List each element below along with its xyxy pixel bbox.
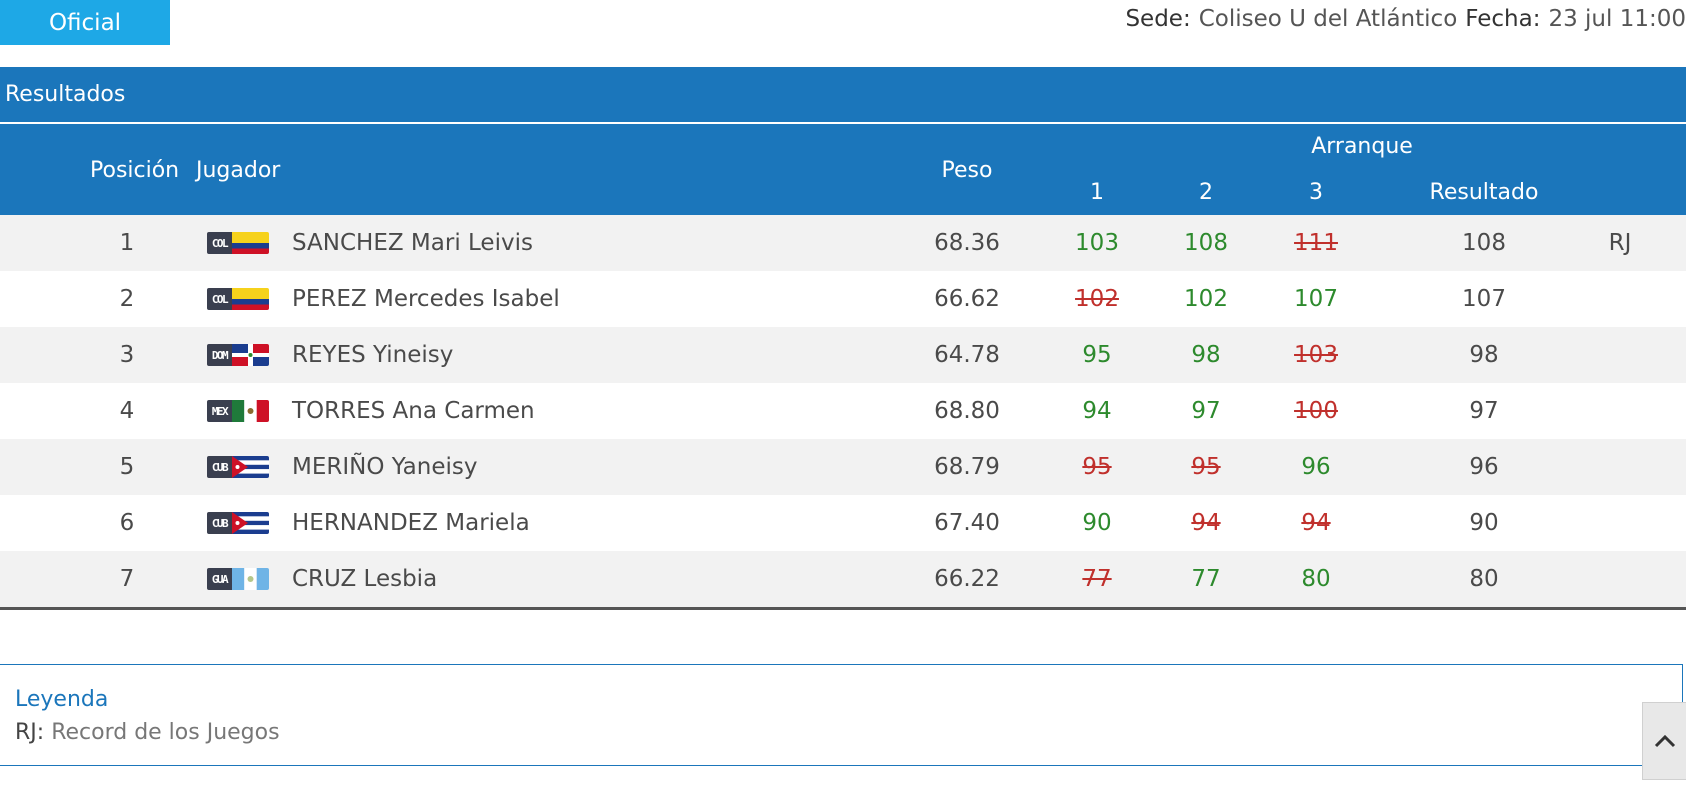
header-attempt-2: 2 <box>1199 180 1213 205</box>
attempt-1-cell: 90 <box>1082 510 1112 536</box>
attempt-3-cell: 80 <box>1301 566 1331 592</box>
guatemala-flag-icon: GUA <box>207 568 269 590</box>
attempt-2-cell: 97 <box>1191 398 1221 424</box>
table-row: 2 COL PEREZ Mercedes Isabel 66.62 102 102 107 1… <box>0 271 1686 327</box>
header-attempt-3: 3 <box>1309 180 1323 205</box>
athlete-name: SANCHEZ Mari Leivis <box>292 230 533 256</box>
attempt-2-cell: 98 <box>1191 342 1221 368</box>
attempt-1-cell: 103 <box>1075 230 1119 256</box>
attempt-1-cell: 95 <box>1082 342 1112 368</box>
mexico-flag-icon: MEX <box>207 400 269 422</box>
header-player: Jugador <box>196 158 281 183</box>
result-cell: 108 <box>1462 230 1506 256</box>
athlete-name: HERNANDEZ Mariela <box>292 510 530 536</box>
table-bottom-border <box>0 607 1686 610</box>
athlete-name: MERIÑO Yaneisy <box>292 454 478 480</box>
attempt-2-cell: 94 <box>1191 510 1221 536</box>
athlete-name: TORRES Ana Carmen <box>292 398 535 424</box>
table-row: 7 GUA CRUZ Lesbia 66.22 77 77 80 80 <box>0 551 1686 607</box>
cuba-flag-icon: CUB <box>207 512 269 534</box>
venue-label: Sede: <box>1125 6 1191 32</box>
position-cell: 2 <box>119 286 135 312</box>
results-title: Resultados <box>0 67 1686 122</box>
attempt-1-cell: 102 <box>1075 286 1119 312</box>
position-cell: 7 <box>119 566 135 592</box>
country-code: COL <box>207 232 232 254</box>
result-cell: 107 <box>1462 286 1506 312</box>
attempt-3-cell: 111 <box>1294 230 1338 256</box>
attempt-2-cell: 77 <box>1191 566 1221 592</box>
attempt-1-cell: 77 <box>1082 566 1112 592</box>
athlete-name: PEREZ Mercedes Isabel <box>292 286 560 312</box>
scroll-top-button[interactable] <box>1642 702 1686 780</box>
weight-cell: 68.36 <box>934 230 1000 256</box>
cuba-flag-icon: CUB <box>207 456 269 478</box>
header-result: Resultado <box>1429 180 1539 205</box>
venue-value: Coliseo U del Atlántico <box>1198 6 1458 32</box>
legend-abbr: RJ: <box>15 720 45 745</box>
attempt-1-cell: 95 <box>1082 454 1112 480</box>
country-code: GUA <box>207 568 232 590</box>
result-cell: 90 <box>1469 510 1499 536</box>
athlete-name: REYES Yineisy <box>292 342 454 368</box>
dominican-republic-flag-icon: DOM <box>207 344 269 366</box>
athlete-name: CRUZ Lesbia <box>292 566 438 592</box>
header-attempt-1: 1 <box>1090 180 1104 205</box>
position-cell: 6 <box>119 510 135 536</box>
country-code: CUB <box>207 512 232 534</box>
table-row: 3 DOM REYES Yineisy 64.78 95 98 103 98 <box>0 327 1686 383</box>
record-badge: RJ <box>1608 230 1632 256</box>
result-cell: 96 <box>1469 454 1499 480</box>
country-code: MEX <box>207 400 232 422</box>
position-cell: 4 <box>119 398 135 424</box>
position-cell: 5 <box>119 454 135 480</box>
attempt-2-cell: 95 <box>1191 454 1221 480</box>
date-value: 23 jul 11:00 <box>1548 6 1686 32</box>
attempt-2-cell: 102 <box>1184 286 1228 312</box>
result-cell: 80 <box>1469 566 1499 592</box>
attempt-3-cell: 94 <box>1301 510 1331 536</box>
attempt-3-cell: 107 <box>1294 286 1338 312</box>
weight-cell: 66.62 <box>934 286 1000 312</box>
attempt-1-cell: 94 <box>1082 398 1112 424</box>
table-row: 4 MEX TORRES Ana Carmen 68.80 94 97 100 97 <box>0 383 1686 439</box>
table-row: 6 CUB HERNANDEZ Mariela 67.40 90 94 94 90 <box>0 495 1686 551</box>
attempt-3-cell: 100 <box>1294 398 1338 424</box>
event-meta: Sede: Coliseo U del Atlántico Fecha: 23 … <box>1125 2 1686 36</box>
position-cell: 3 <box>119 342 135 368</box>
colombia-flag-icon: COL <box>207 232 269 254</box>
attempt-3-cell: 96 <box>1301 454 1331 480</box>
table-header: Posición Jugador Peso Arranque 1 2 3 Res… <box>0 124 1686 215</box>
weight-cell: 67.40 <box>934 510 1000 536</box>
header-group-arranque: Arranque <box>1311 134 1413 159</box>
legend-text: Record de los Juegos <box>51 720 280 745</box>
table-row: 5 CUB MERIÑO Yaneisy 68.79 95 95 96 96 <box>0 439 1686 495</box>
position-cell: 1 <box>119 230 135 256</box>
country-code: DOM <box>207 344 232 366</box>
result-cell: 98 <box>1469 342 1499 368</box>
status-badge: Oficial <box>0 0 170 45</box>
result-cell: 97 <box>1469 398 1499 424</box>
legend-item: RJ: Record de los Juegos <box>15 720 280 745</box>
country-code: CUB <box>207 456 232 478</box>
colombia-flag-icon: COL <box>207 288 269 310</box>
header-weight: Peso <box>941 158 993 183</box>
weight-cell: 66.22 <box>934 566 1000 592</box>
date-label: Fecha: <box>1465 6 1541 32</box>
attempt-3-cell: 103 <box>1294 342 1338 368</box>
header-position: Posición <box>90 158 180 183</box>
weight-cell: 68.79 <box>934 454 1000 480</box>
chevron-up-icon <box>1654 734 1675 748</box>
legend-box: Leyenda RJ: Record de los Juegos <box>0 664 1683 766</box>
country-code: COL <box>207 288 232 310</box>
table-row: 1 COL SANCHEZ Mari Leivis 68.36 103 108 111 108… <box>0 215 1686 271</box>
attempt-2-cell: 108 <box>1184 230 1228 256</box>
weight-cell: 64.78 <box>934 342 1000 368</box>
legend-title: Leyenda <box>15 687 109 712</box>
weight-cell: 68.80 <box>934 398 1000 424</box>
